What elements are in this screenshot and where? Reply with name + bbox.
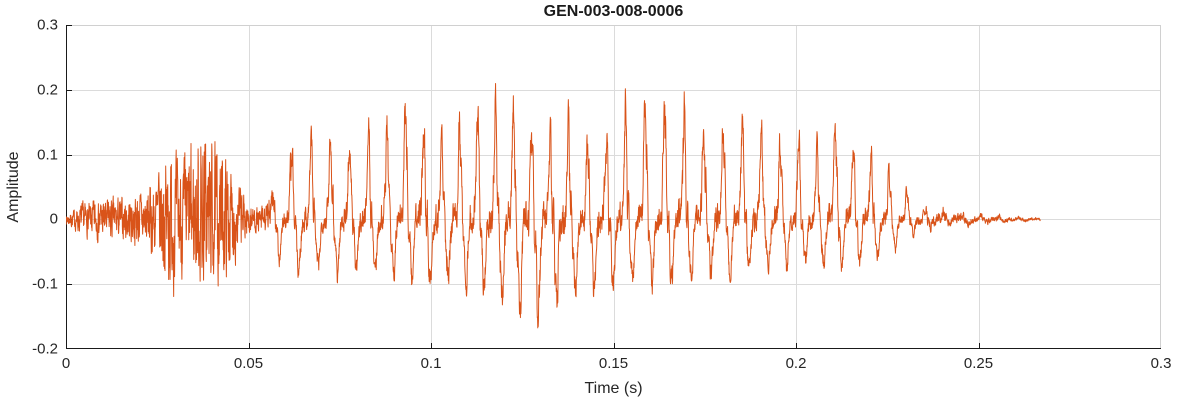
x-tick-label-4: 0.2 [785, 355, 807, 372]
chart-title: GEN-003-008-0006 [543, 3, 684, 20]
y-tick-label-5: 0.3 [37, 16, 58, 34]
x-tick-label-3: 0.15 [598, 355, 629, 372]
x-tick-label-2: 0.1 [420, 355, 442, 372]
x-axis-label: Time (s) [584, 380, 643, 397]
y-tick-label-3: 0.1 [37, 146, 58, 164]
x-tick-label-1: 0.05 [233, 355, 264, 372]
x-tick-label-0: 0 [61, 355, 71, 372]
y-tick-label-0: -0.2 [32, 340, 58, 358]
y-tick-label-2: 0 [49, 210, 58, 228]
y-tick-label-4: 0.2 [37, 81, 58, 99]
plot-canvas [66, 25, 1161, 349]
x-tick-label-6: 0.3 [1150, 355, 1172, 372]
y-axis-label: Amplitude [5, 151, 22, 223]
y-tick-label-1: -0.1 [32, 275, 58, 293]
x-tick-label-5: 0.25 [963, 355, 994, 372]
